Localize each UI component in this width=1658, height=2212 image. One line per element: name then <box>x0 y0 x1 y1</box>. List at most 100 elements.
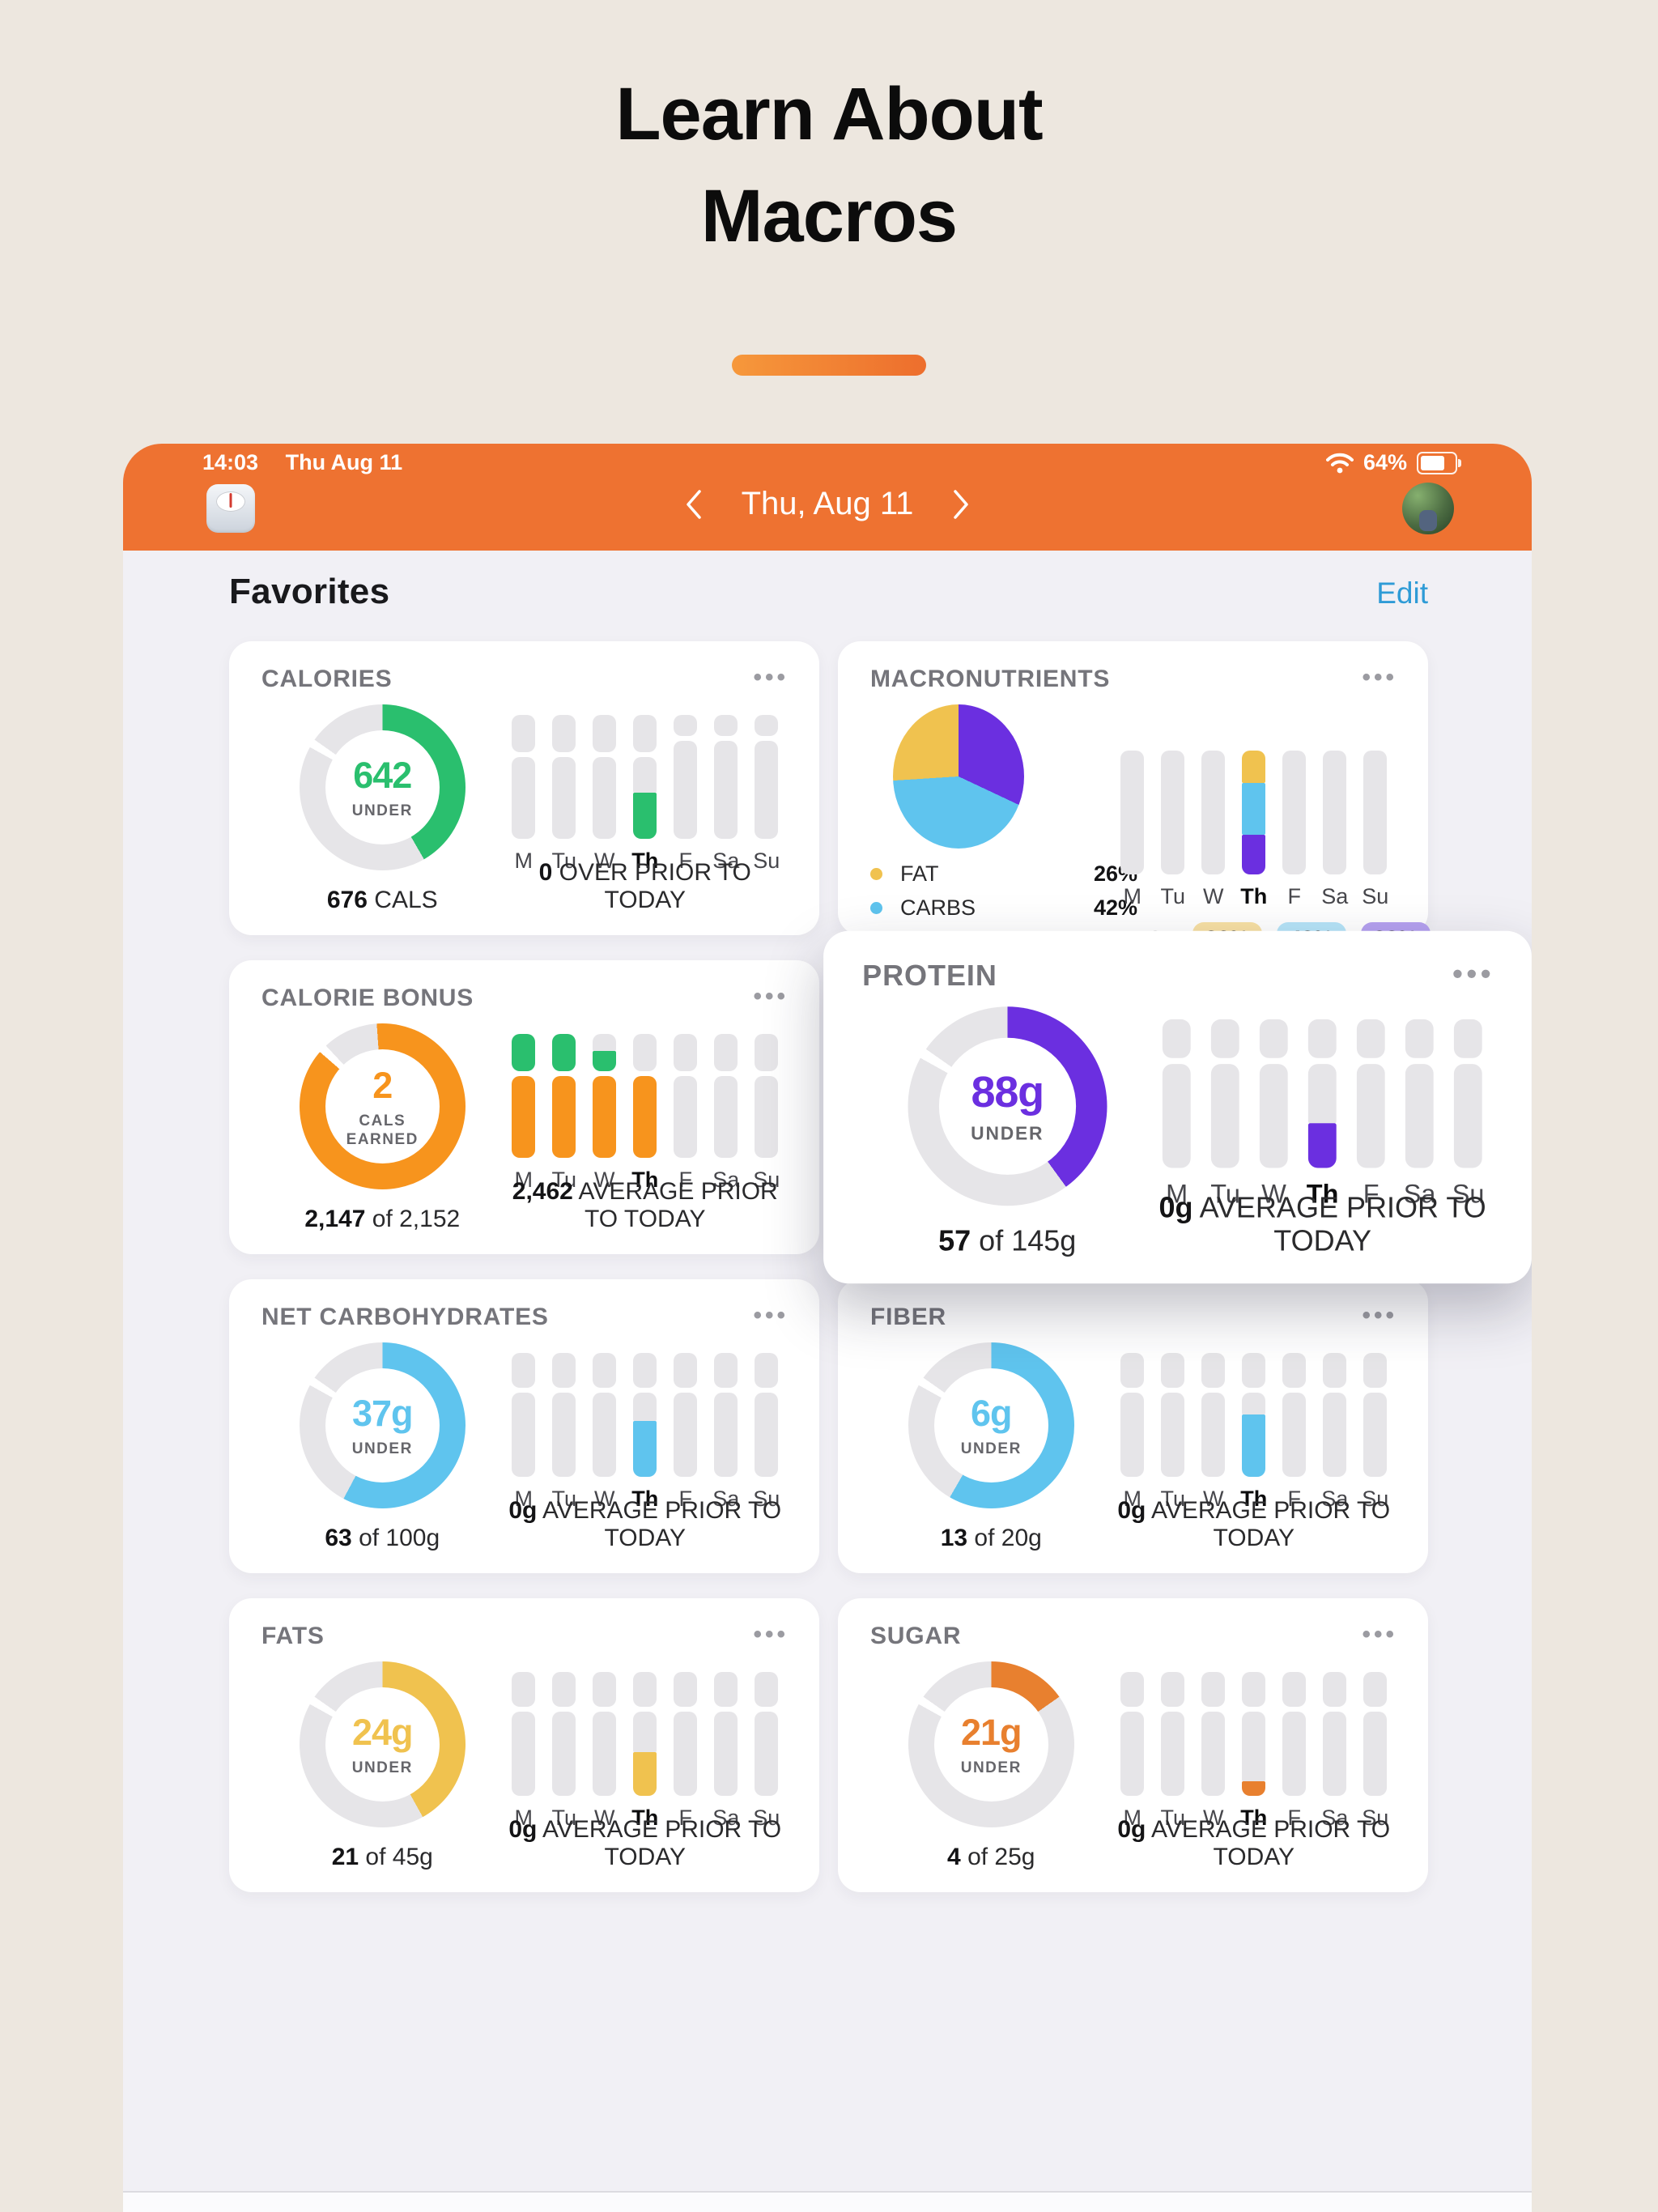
bar-column: F <box>674 1034 698 1193</box>
ellipsis-menu-icon[interactable] <box>1452 958 1494 991</box>
bar-column: Tu <box>552 1353 576 1512</box>
day-label: M <box>514 1806 534 1830</box>
chevron-right-icon[interactable] <box>952 489 970 520</box>
donut-value: 2 <box>372 1064 393 1106</box>
card-fiber[interactable]: FIBER 6g UNDER M Tu W Th F Sa Su 13 of 20g 0g … <box>838 1279 1428 1573</box>
day-label: M <box>1166 1179 1188 1209</box>
legend-row-fat: FAT 26% <box>870 860 1137 887</box>
stat-right: 0g AVERAGE PRIOR TO TODAY <box>1117 1816 1391 1870</box>
ellipsis-menu-icon[interactable] <box>1362 664 1397 691</box>
macro-pie-and-legend: FAT 26% CARBS 42% PROTEIN 32% <box>870 701 1137 955</box>
bar-column: M <box>512 1672 536 1831</box>
bar-column: W <box>1201 751 1226 909</box>
bar-column: Th <box>631 1672 658 1831</box>
bar-column: M <box>1120 751 1145 909</box>
card-calorie-bonus[interactable]: CALORIE BONUS 2 CALS EARNED MTuWThFSaSu … <box>229 960 819 1254</box>
card-macronutrients[interactable]: MACRONUTRIENTS FAT 26% CARBS 42% <box>838 641 1431 955</box>
bar-column: Tu <box>1161 1353 1185 1512</box>
stat-right: 0g AVERAGE PRIOR TO TODAY <box>508 1816 782 1870</box>
day-label: W <box>1203 884 1224 908</box>
bar-column: M <box>1120 1672 1145 1831</box>
day-label: M <box>514 1487 534 1511</box>
bar-column: Su <box>1362 1353 1388 1512</box>
day-label: F <box>678 1806 693 1830</box>
edit-button[interactable]: Edit <box>1376 576 1428 610</box>
day-label: F <box>678 1168 693 1192</box>
ellipsis-menu-icon[interactable] <box>753 1302 789 1329</box>
card-title: SUGAR <box>870 1623 962 1649</box>
day-label: Su <box>1452 1179 1485 1209</box>
bar-column: M <box>1120 1353 1145 1512</box>
status-time: 14:03 <box>202 450 259 474</box>
fiber-week-bars: M Tu W Th F Sa Su <box>1112 1339 1396 1512</box>
stat-left: 57 of 145g <box>938 1225 1077 1257</box>
app-window: 14:03 Thu Aug 11 64% Thu, Aug 11 <box>123 444 1532 2212</box>
bar-column: W <box>593 1672 617 1831</box>
card-sugar[interactable]: SUGAR 21g UNDER M Tu W Th F Sa Su 4 of 25g 0g … <box>838 1598 1428 1892</box>
day-label: M <box>514 849 534 873</box>
donut-label: UNDER <box>960 1759 1022 1776</box>
title-underline-decoration <box>732 355 926 376</box>
bar-column: Sa <box>1321 751 1349 909</box>
app-header: 14:03 Thu Aug 11 64% Thu, Aug 11 <box>123 444 1532 551</box>
donut-label: UNDER <box>351 1440 413 1457</box>
bar-column: W <box>593 715 617 874</box>
donut-value: 6g <box>971 1393 1013 1434</box>
scale-app-icon[interactable] <box>206 484 255 533</box>
calorie-bonus-week-bars: M Tu W Th F Sa Su <box>504 1020 787 1193</box>
day-label: Tu <box>551 1806 577 1830</box>
donut-value: 24g <box>351 1712 414 1753</box>
bar-column: Sa <box>712 715 739 874</box>
bar-column: Su <box>753 1672 780 1831</box>
day-label: Tu <box>551 1168 577 1192</box>
day-label: Sa <box>1321 1806 1349 1830</box>
day-label: M <box>1123 1487 1142 1511</box>
day-label: Sa <box>1321 884 1349 908</box>
chevron-left-icon[interactable] <box>685 489 703 520</box>
card-title: FIBER <box>870 1304 946 1330</box>
ellipsis-menu-icon[interactable] <box>753 664 789 691</box>
bar-column: Sa <box>712 1672 739 1831</box>
bar-column: Sa <box>712 1034 739 1193</box>
donut-label: CALS EARNED <box>346 1112 419 1148</box>
day-label: Su <box>753 1806 780 1830</box>
day-label: M <box>1123 1806 1142 1830</box>
bar-column: Tu <box>552 715 576 874</box>
day-label: Sa <box>1403 1179 1436 1209</box>
stat-left: 676 CALS <box>326 887 438 913</box>
date-navigation: Thu, Aug 11 <box>123 486 1532 522</box>
legend-row-carbs: CARBS 42% <box>870 894 1137 921</box>
bar-column: F <box>674 1353 698 1512</box>
bar-column: W <box>593 1353 617 1512</box>
calories-week-bars: M Tu W Th F Sa Su <box>504 701 787 874</box>
stat-left: 21 of 45g <box>331 1844 433 1870</box>
ellipsis-menu-icon[interactable] <box>1362 1302 1397 1329</box>
card-protein[interactable]: PROTEIN 88g UNDER M Tu W Th F Sa Su 57 of 145g… <box>823 930 1532 1284</box>
stat-right: 0g AVERAGE PRIOR TO TODAY <box>1158 1192 1486 1257</box>
bar-column: Th <box>631 1353 658 1512</box>
donut-value: 21g <box>960 1712 1022 1753</box>
bar-column: Su <box>1452 1019 1485 1210</box>
card-fats[interactable]: FATS 24g UNDER M Tu W Th F Sa Su 21 of 45g 0g … <box>229 1598 819 1892</box>
bar-column: W <box>1201 1672 1226 1831</box>
card-net-carbohydrates[interactable]: NET CARBOHYDRATES 37g UNDER MTuWThFSaSu … <box>229 1279 819 1573</box>
ellipsis-menu-icon[interactable] <box>753 1621 789 1648</box>
ellipsis-menu-icon[interactable] <box>1362 1621 1397 1648</box>
bar-column: F <box>1282 1672 1307 1831</box>
bar-column: Tu <box>1161 1672 1185 1831</box>
bar-column: Tu <box>1161 751 1185 909</box>
profile-avatar[interactable] <box>1402 483 1454 534</box>
stat-right: 0g AVERAGE PRIOR TO TODAY <box>508 1497 782 1551</box>
status-bar: 14:03 Thu Aug 11 64% <box>202 450 1461 475</box>
card-title: MACRONUTRIENTS <box>870 666 1111 692</box>
carbs-dot-icon <box>870 901 882 914</box>
calorie-bonus-donut-chart: 2 CALS EARNED <box>261 1020 504 1193</box>
bar-column: Tu <box>1210 1019 1240 1210</box>
day-label: Th <box>1240 1806 1268 1830</box>
bar-column: Th <box>1240 1353 1267 1512</box>
ellipsis-menu-icon[interactable] <box>753 983 789 1010</box>
day-label: F <box>1287 1487 1302 1511</box>
day-label: F <box>1363 1179 1380 1209</box>
card-title: NET CARBOHYDRATES <box>261 1304 549 1330</box>
